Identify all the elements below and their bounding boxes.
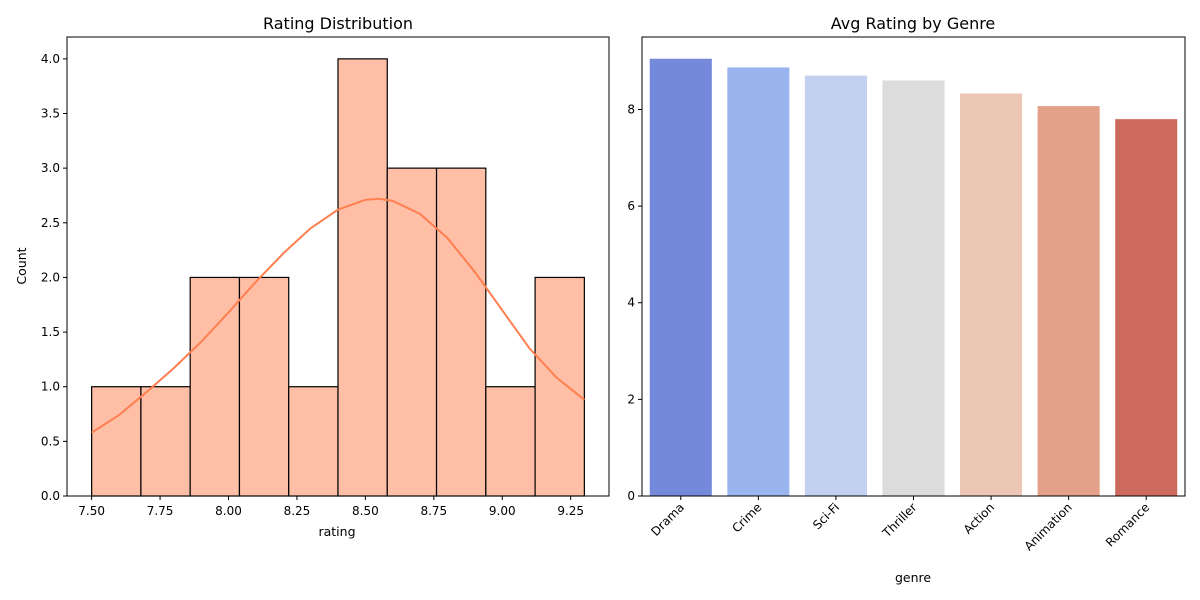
x-tick-label: 8.25 [284, 504, 311, 518]
y-tick-label: 8 [627, 102, 635, 116]
histogram-y-ticks: 0.0 0.5 1.0 1.5 2.0 2.5 3.0 3.5 4.0 [41, 52, 67, 503]
x-tick-label: 8.50 [352, 504, 379, 518]
histogram-bar [189, 276, 241, 497]
y-tick-label: 0.0 [41, 489, 60, 503]
histogram-bar [534, 276, 585, 497]
genre-bar [1115, 119, 1178, 496]
histogram-y-label: Count [14, 247, 29, 284]
histogram-bar [337, 58, 388, 497]
histogram-bar [140, 386, 191, 497]
x-tick-label: Romance [1103, 500, 1152, 549]
genre-axes-frame [641, 36, 1186, 497]
x-tick-label: Thriller [879, 500, 919, 540]
histogram-title: Rating Distribution [263, 14, 413, 33]
histogram-x-ticks: 7.50 7.75 8.00 8.25 8.50 8.75 9.00 9.25 [78, 496, 584, 518]
genre-bar-chart: Avg Rating by Genre 0 2 4 6 8 Drama Crime Sci-… [627, 14, 1186, 585]
x-tick-label: Crime [729, 500, 764, 535]
x-tick-label: Animation [1022, 500, 1075, 553]
x-tick-label: 7.50 [78, 504, 105, 518]
genre-bar [960, 93, 1023, 496]
genre-x-ticks: Drama Crime Sci-Fi Thriller Action Animation R… [648, 496, 1152, 553]
genre-bar [1037, 106, 1100, 496]
x-tick-label: Action [961, 500, 997, 536]
y-tick-label: 3.5 [41, 107, 60, 121]
y-tick-label: 4.0 [41, 52, 60, 66]
y-tick-label: 2.0 [41, 270, 60, 284]
genre-bar [649, 58, 712, 497]
histogram-bar [238, 276, 290, 497]
histogram-chart: Rating Distribution 0.0 0.5 1.0 1.5 2.0 2.5 3.… [14, 14, 610, 539]
genre-chart-title: Avg Rating by Genre [831, 14, 996, 33]
y-tick-label: 3.0 [41, 161, 60, 175]
x-tick-label: Sci-Fi [810, 500, 842, 532]
y-tick-label: 2 [627, 392, 635, 406]
genre-y-ticks: 0 2 4 6 8 [627, 102, 642, 503]
histogram-bar [386, 167, 438, 497]
genre-bar [882, 80, 945, 497]
x-tick-label: 8.00 [215, 504, 242, 518]
histogram-bar [288, 386, 339, 497]
kde-curve [91, 197, 586, 434]
x-tick-label: 9.00 [489, 504, 516, 518]
genre-bars [649, 58, 1178, 497]
genre-bar [804, 75, 867, 496]
histogram-axes-frame [66, 36, 610, 497]
y-tick-label: 1.5 [41, 325, 60, 339]
y-tick-label: 1.0 [41, 380, 60, 394]
x-tick-label: Drama [648, 500, 687, 539]
genre-bar [727, 67, 790, 496]
genre-x-label: genre [895, 570, 931, 585]
x-tick-label: 8.75 [420, 504, 447, 518]
y-tick-label: 0.5 [41, 434, 60, 448]
x-tick-label: 7.75 [147, 504, 174, 518]
histogram-x-label: rating [318, 524, 355, 539]
y-tick-label: 6 [627, 199, 635, 213]
histogram-bar [485, 386, 536, 497]
y-tick-label: 2.5 [41, 216, 60, 230]
histogram-bar [435, 167, 487, 497]
y-tick-label: 0 [627, 489, 635, 503]
x-tick-label: 9.25 [557, 504, 584, 518]
y-tick-label: 4 [627, 296, 635, 310]
histogram-bars [91, 58, 585, 497]
